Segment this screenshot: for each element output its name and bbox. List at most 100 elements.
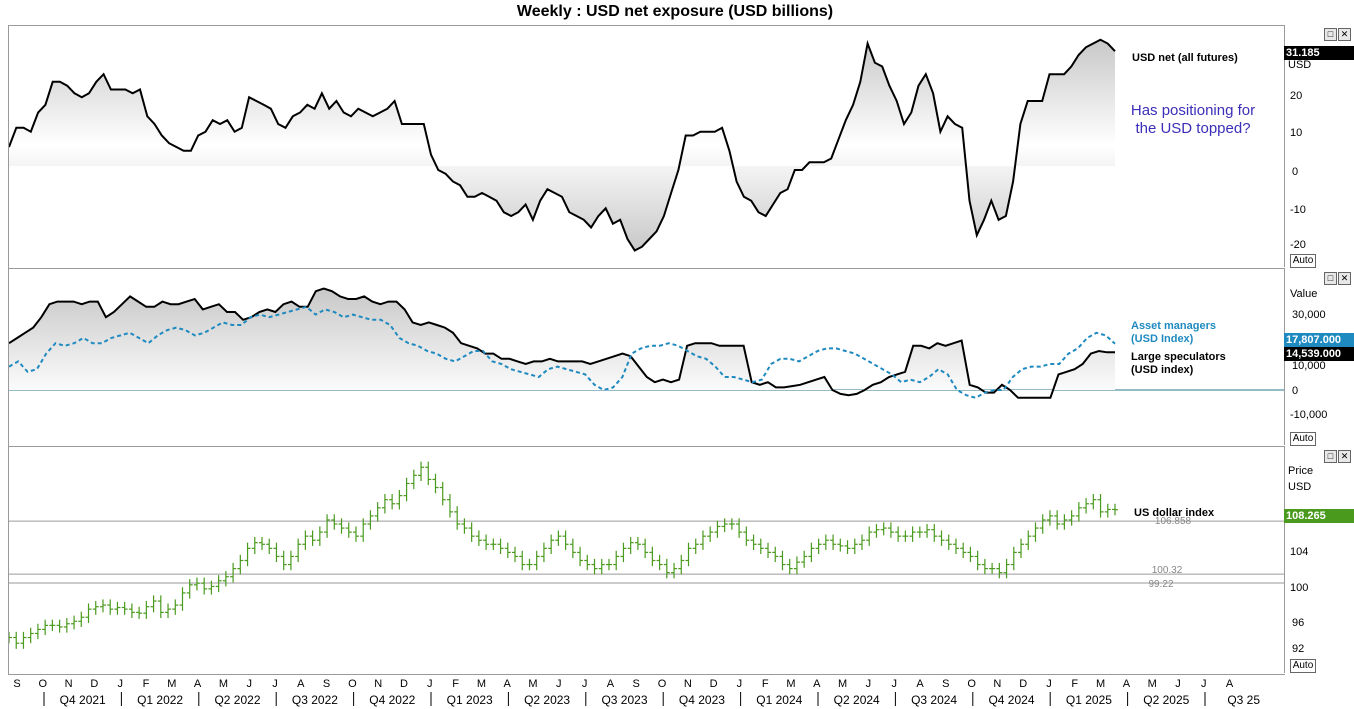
- close-icon[interactable]: ✕: [1338, 450, 1351, 463]
- ohlc-bar: [902, 530, 909, 542]
- ohlc-bar: [793, 556, 800, 575]
- month-tick: M: [1096, 678, 1105, 690]
- ohlc-bar: [974, 550, 981, 571]
- ohlc-bar: [858, 534, 865, 550]
- quarter-label: Q1 2025: [1066, 693, 1112, 707]
- ohlc-bar: [27, 627, 34, 644]
- dxy-unit: USD: [1288, 481, 1312, 493]
- month-tick: N: [684, 678, 692, 690]
- ohlc-bar: [121, 601, 128, 615]
- ohlc-bar: [331, 514, 338, 530]
- ohlc-bar: [924, 524, 931, 538]
- maximize-icon[interactable]: □: [1324, 272, 1337, 285]
- quarter-label: Q1 2024: [756, 693, 802, 707]
- ohlc-bar: [309, 530, 316, 546]
- quarter-label: Q4 2023: [679, 693, 725, 707]
- ohlc-bar: [887, 522, 894, 538]
- close-icon[interactable]: ✕: [1338, 272, 1351, 285]
- ohlc-bar: [381, 494, 388, 514]
- chart-title: Weekly : USD net exposure (USD billions): [516, 3, 834, 20]
- month-tick: D: [1019, 678, 1027, 690]
- month-tick: M: [1148, 678, 1157, 690]
- auto-scale-button[interactable]: Auto: [1290, 432, 1316, 446]
- quarter-label: Q2 2025: [1143, 693, 1189, 707]
- quarter-label: Q2 2023: [524, 693, 570, 707]
- ohlc-bar: [801, 550, 808, 568]
- y1-tick: -10: [1290, 204, 1306, 216]
- ohlc-bar: [981, 558, 988, 575]
- ohlc-bar: [497, 538, 504, 555]
- month-tick: S: [13, 678, 20, 690]
- ohlc-bar: [468, 522, 475, 542]
- ohlc-bar: [996, 562, 1003, 579]
- month-tick: A: [1123, 678, 1131, 690]
- ohlc-bar: [627, 536, 634, 555]
- auto-scale-button[interactable]: Auto: [1290, 254, 1316, 268]
- close-icon[interactable]: ✕: [1338, 28, 1351, 41]
- ohlc-bar: [1068, 510, 1075, 526]
- month-tick: D: [90, 678, 98, 690]
- month-tick: N: [993, 678, 1001, 690]
- y2-tick: 30,000: [1292, 309, 1326, 321]
- month-tick: J: [891, 678, 897, 690]
- positioning-plot: [8, 287, 1285, 399]
- level-label: 106.858: [1155, 516, 1192, 527]
- month-tick: M: [167, 678, 176, 690]
- ohlc-bar: [20, 631, 27, 649]
- month-tick: A: [504, 678, 512, 690]
- large-specs-last-badge: 14,539.000: [1284, 347, 1354, 361]
- ohlc-bar: [605, 558, 612, 571]
- y3-tick: 96: [1292, 617, 1305, 629]
- y1-tick: 10: [1290, 127, 1303, 139]
- ohlc-bar: [678, 554, 685, 575]
- usd-net-plot: [8, 38, 1116, 252]
- month-tick: D: [400, 678, 408, 690]
- ohlc-bar: [374, 502, 381, 522]
- large-specs-area: [9, 288, 1115, 398]
- ohlc-bar: [952, 538, 959, 555]
- ohlc-bar: [251, 536, 258, 555]
- quarter-label: Q1 2023: [447, 693, 493, 707]
- ohlc-bar: [114, 601, 121, 615]
- y3-tick: 92: [1292, 643, 1305, 655]
- maximize-icon[interactable]: □: [1324, 28, 1337, 41]
- large-specs-line: [8, 287, 1116, 399]
- month-tick: M: [838, 678, 847, 690]
- month-tick: J: [1046, 678, 1052, 690]
- ohlc-bar: [56, 619, 63, 633]
- month-tick: A: [607, 678, 615, 690]
- ohlc-bar: [504, 542, 511, 559]
- legend-line: Asset managers: [1131, 320, 1216, 332]
- ohlc-bar: [208, 580, 215, 595]
- month-tick: M: [528, 678, 537, 690]
- ohlc-bar: [345, 522, 352, 538]
- ohlc-bar: [273, 542, 280, 563]
- ohlc-bar: [302, 530, 309, 550]
- ohlc-bar: [63, 618, 70, 633]
- ohlc-bar: [1104, 503, 1111, 518]
- month-tick: S: [633, 678, 640, 690]
- ohlc-bar: [548, 534, 555, 555]
- ohlc-bar: [136, 606, 143, 619]
- legend-line: Large speculators: [1131, 351, 1226, 363]
- ohlc-bar: [634, 536, 641, 550]
- quarter-label: Q4 2021: [60, 693, 106, 707]
- ohlc-bar: [85, 603, 92, 623]
- ohlc-bar: [42, 619, 49, 636]
- ohlc-bar: [931, 524, 938, 542]
- ohlc-bar: [649, 546, 656, 567]
- maximize-icon[interactable]: □: [1324, 450, 1337, 463]
- ohlc-bar: [822, 534, 829, 550]
- dxy-last-badge: 108.265: [1284, 509, 1354, 523]
- ohlc-bar: [714, 520, 721, 538]
- ohlc-bar: [13, 631, 20, 649]
- ohlc-bar: [909, 526, 916, 542]
- month-tick: F: [1071, 678, 1078, 690]
- ohlc-bar: [179, 587, 186, 611]
- auto-scale-button[interactable]: Auto: [1290, 659, 1316, 673]
- ohlc-bar: [1112, 503, 1118, 516]
- month-tick: J: [737, 678, 743, 690]
- y1-tick: -20: [1290, 239, 1306, 251]
- ohlc-bar: [230, 562, 237, 583]
